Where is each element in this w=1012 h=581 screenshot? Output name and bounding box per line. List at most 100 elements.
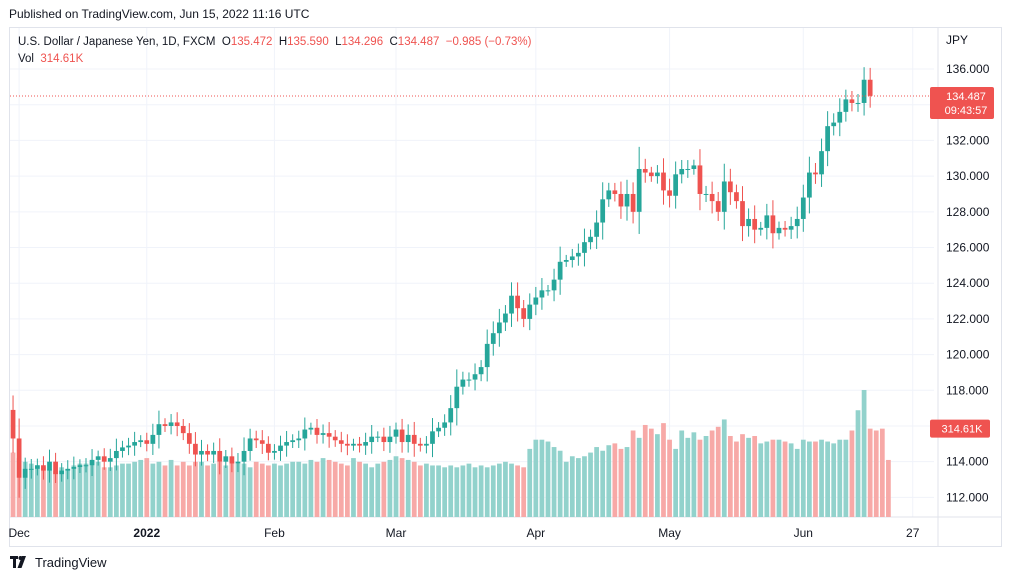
candle-body[interactable] [381,436,387,443]
candle-body[interactable] [448,408,454,423]
candle-body[interactable] [314,427,320,435]
candle-body[interactable] [794,218,800,227]
candle-body[interactable] [199,450,204,455]
candle-body[interactable] [114,450,119,459]
candle-body[interactable] [813,172,818,175]
candle-body[interactable] [411,434,417,444]
candle-body[interactable] [278,445,283,451]
candle-body[interactable] [211,450,217,455]
candle-body[interactable] [369,436,375,443]
candle-body[interactable] [867,79,873,96]
candle-body[interactable] [618,193,624,207]
candle-body[interactable] [503,313,508,323]
candle-body[interactable] [849,99,855,103]
candle-body[interactable] [697,165,703,194]
candle-body[interactable] [22,468,28,478]
candle-body[interactable] [734,192,739,202]
candle-body[interactable] [101,456,107,462]
candle-body[interactable] [345,443,350,446]
candle-body[interactable] [156,424,162,435]
candle-body[interactable] [758,227,764,230]
candle-body[interactable] [496,322,502,334]
candle-body[interactable] [509,295,514,314]
candle-body[interactable] [259,440,265,444]
candle-body[interactable] [174,422,180,426]
candle-body[interactable] [764,215,770,228]
candle-body[interactable] [655,172,660,177]
candle-body[interactable] [399,429,405,443]
candle-body[interactable] [594,222,599,237]
candle-body[interactable] [34,465,40,469]
candle-body[interactable] [490,333,496,344]
candle-body[interactable] [387,436,393,443]
candle-body[interactable] [120,447,125,451]
candle-body[interactable] [205,450,210,455]
candle-body[interactable] [126,445,131,448]
candle-body[interactable] [95,456,101,460]
legend-symbol[interactable]: U.S. Dollar / Japanese Yen, 1D, FXCM [18,36,216,48]
candle-body[interactable] [715,201,721,212]
candle-body[interactable] [685,168,691,170]
candle-body[interactable] [612,190,618,194]
candle-body[interactable] [332,436,338,441]
candle-body[interactable] [661,172,666,191]
candle-body[interactable] [308,427,314,430]
candle-body[interactable] [180,425,186,434]
candle-body[interactable] [10,409,16,439]
candle-body[interactable] [679,168,685,175]
candle-body[interactable] [71,467,77,469]
candle-body[interactable] [351,443,356,446]
candle-body[interactable] [527,304,533,319]
candle-body[interactable] [162,424,168,426]
candle-body[interactable] [241,450,247,462]
candle-body[interactable] [302,429,308,439]
candle-body[interactable] [436,427,441,432]
candle-body[interactable] [557,261,563,280]
candle-body[interactable] [825,126,830,152]
candle-body[interactable] [223,456,229,462]
candle-body[interactable] [132,442,137,446]
candle-body[interactable] [800,197,806,219]
candle-body[interactable] [107,458,113,462]
candle-body[interactable] [83,465,89,467]
candle-body[interactable] [855,102,861,104]
legend-vol-label[interactable]: Vol [18,53,34,65]
candle-body[interactable] [691,165,697,169]
candle-body[interactable] [770,215,776,234]
candle-body[interactable] [41,465,46,471]
candle-body[interactable] [138,440,144,443]
candle-body[interactable] [296,438,302,441]
candle-body[interactable] [466,379,472,381]
candle-body[interactable] [624,193,630,207]
candle-body[interactable] [472,374,478,380]
candle-body[interactable] [819,151,824,175]
candle-body[interactable] [721,181,727,212]
candle-body[interactable] [393,429,399,437]
candle-body[interactable] [484,343,490,368]
candle-body[interactable] [478,367,484,375]
candle-body[interactable] [515,295,520,309]
candle-body[interactable] [454,386,460,409]
candle-body[interactable] [533,297,539,305]
candle-body[interactable] [424,443,429,446]
candle-body[interactable] [430,431,435,444]
candle-body[interactable] [861,79,867,103]
candle-body[interactable] [606,190,612,200]
candle-body[interactable] [727,181,733,193]
candle-body[interactable] [673,174,679,196]
candle-body[interactable] [551,279,557,291]
candle-body[interactable] [357,443,362,446]
candle-body[interactable] [247,438,253,451]
candle-body[interactable] [588,236,593,243]
candle-body[interactable] [539,290,545,298]
candle-body[interactable] [740,201,745,227]
candle-body[interactable] [59,470,65,475]
candle-body[interactable] [667,190,672,196]
candle-body[interactable] [630,193,636,212]
candle-body[interactable] [600,199,606,223]
candle-body[interactable] [782,227,788,230]
candle-body[interactable] [648,172,654,177]
candle-body[interactable] [837,111,843,123]
candle-body[interactable] [235,461,241,464]
